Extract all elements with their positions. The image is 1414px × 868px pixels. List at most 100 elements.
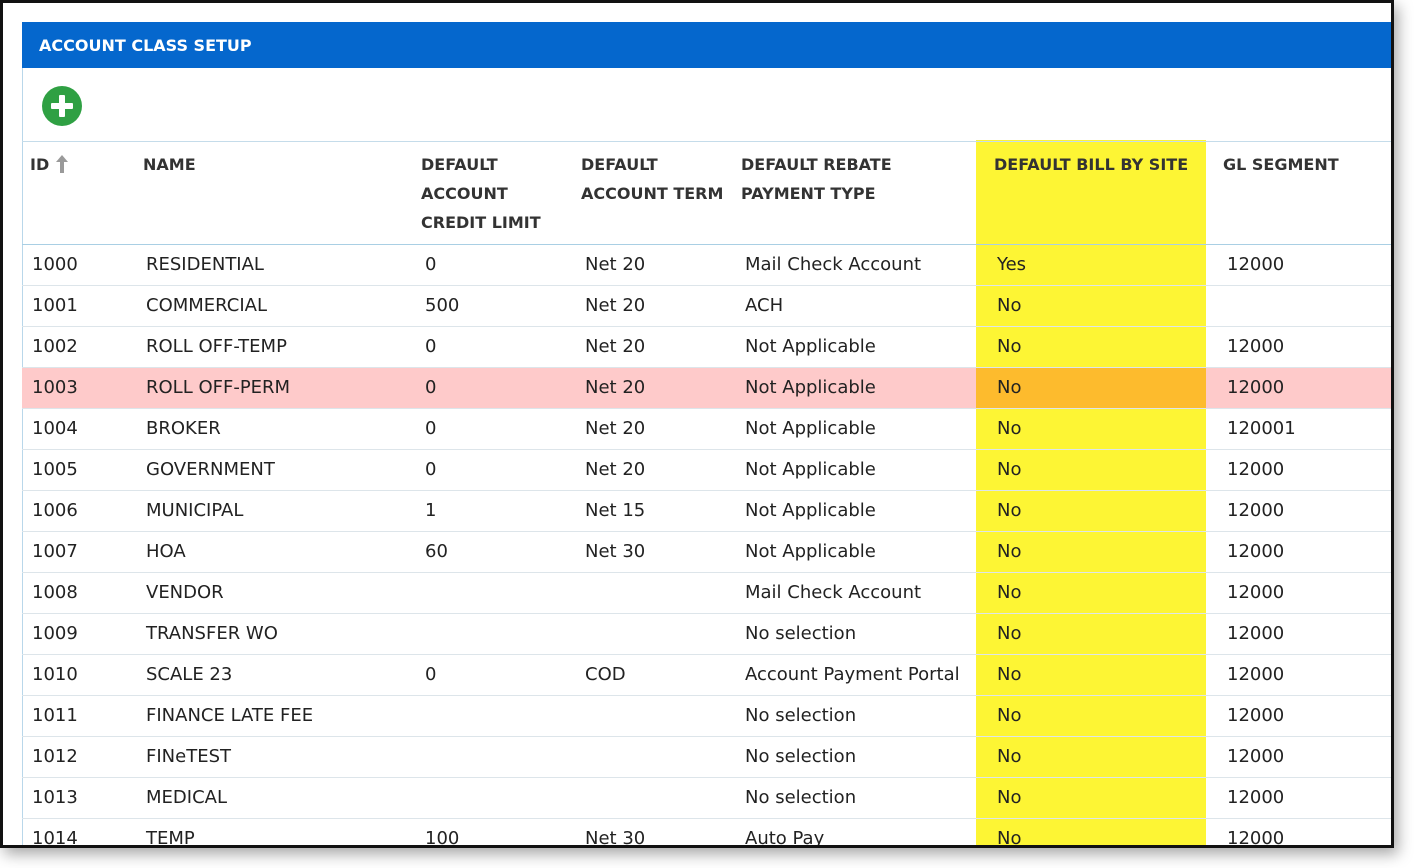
row-divider: [22, 613, 1391, 614]
table-cell: TEMP: [146, 828, 195, 848]
column-header[interactable]: DEFAULT ACCOUNT TERM: [581, 155, 724, 203]
table-cell: Net 20: [585, 336, 646, 357]
table-cell: 0: [425, 664, 437, 685]
table-cell: 12000: [1227, 336, 1285, 357]
table-cell: No: [997, 623, 1022, 644]
row-divider: [22, 736, 1391, 737]
row-divider: [22, 572, 1391, 573]
table-cell: 0: [425, 254, 437, 275]
table-cell: 12000: [1227, 254, 1285, 275]
table-cell: Net 20: [585, 254, 646, 275]
table-cell: 1003: [32, 377, 78, 398]
table-cell: 1: [425, 500, 437, 521]
table-cell: 12000: [1227, 541, 1285, 562]
sort-arrow[interactable]: [55, 154, 69, 174]
table-cell: 1012: [32, 746, 78, 767]
table-cell: TRANSFER WO: [146, 623, 278, 644]
row-divider: [22, 654, 1391, 655]
table-cell: No: [997, 541, 1022, 562]
table-cell: 1004: [32, 418, 78, 439]
table-cell: MEDICAL: [146, 787, 227, 808]
table-cell: ROLL OFF-PERM: [146, 377, 291, 398]
column-header[interactable]: DEFAULT REBATE PAYMENT TYPE: [741, 155, 892, 203]
table-cell: 0: [425, 418, 437, 439]
table-cell: No: [997, 295, 1022, 316]
table-cell: 60: [425, 541, 448, 562]
table-cell: SCALE 23: [146, 664, 233, 685]
table-cell: 0: [425, 336, 437, 357]
table-cell: 0: [425, 459, 437, 480]
table-cell: MUNICIPAL: [146, 500, 244, 521]
table-cell: 1008: [32, 582, 78, 603]
table-cell: 12000: [1227, 582, 1285, 603]
table-cell: Net 20: [585, 418, 646, 439]
table-cell: No: [997, 500, 1022, 521]
row-divider: [22, 285, 1391, 286]
table-cell: 100: [425, 828, 460, 848]
table-cell: FINANCE LATE FEE: [146, 705, 314, 726]
table-cell: No: [997, 418, 1022, 439]
table-cell: No: [997, 664, 1022, 685]
table-cell: ROLL OFF-TEMP: [146, 336, 287, 357]
table-cell: Not Applicable: [745, 500, 876, 521]
table-cell: No: [997, 582, 1022, 603]
table-cell: 12000: [1227, 377, 1285, 398]
table-cell: Net 15: [585, 500, 646, 521]
table-cell: Auto Pay: [745, 828, 825, 848]
add-button[interactable]: [40, 84, 84, 128]
row-divider: [22, 408, 1391, 409]
table-cell: 12000: [1227, 828, 1285, 848]
table-cell: Mail Check Account: [745, 582, 922, 603]
table-cell: No selection: [745, 705, 857, 726]
row-divider: [22, 490, 1391, 491]
table-cell: Account Payment Portal: [745, 664, 960, 685]
table-cell: No: [997, 459, 1022, 480]
table-cell: Net 30: [585, 541, 646, 562]
table-cell: No: [997, 377, 1022, 398]
column-header[interactable]: DEFAULT ACCOUNT CREDIT LIMIT: [421, 155, 541, 232]
table-cell: 120001: [1227, 418, 1296, 439]
table-cell: 1009: [32, 623, 78, 644]
table-cell: 12000: [1227, 705, 1285, 726]
table-cell: 1001: [32, 295, 78, 316]
table-cell: 1011: [32, 705, 78, 726]
table-cell: 0: [425, 377, 437, 398]
table-cell: COMMERCIAL: [146, 295, 267, 316]
column-header[interactable]: GL SEGMENT: [1223, 155, 1339, 174]
table-cell: 1002: [32, 336, 78, 357]
table-cell: 1007: [32, 541, 78, 562]
table-cell: 1010: [32, 664, 78, 685]
table-cell: Not Applicable: [745, 541, 876, 562]
table-cell: Yes: [997, 254, 1027, 275]
table-cell: No: [997, 828, 1022, 848]
header-divider: [22, 244, 1391, 245]
table-cell: GOVERNMENT: [146, 459, 275, 480]
table-cell: No: [997, 746, 1022, 767]
column-header[interactable]: NAME: [143, 155, 196, 174]
table-cell: Net 20: [585, 459, 646, 480]
table-cell: No selection: [745, 623, 857, 644]
table-cell: RESIDENTIAL: [146, 254, 264, 275]
screenshot-frame: ACCOUNT CLASS SETUP ID NAME DEFAULT ACCOUN…: [0, 0, 1394, 848]
row-divider: [22, 326, 1391, 327]
table-cell: No selection: [745, 746, 857, 767]
table-cell: 12000: [1227, 500, 1285, 521]
column-highlight: [976, 140, 1206, 845]
table-cell: No: [997, 705, 1022, 726]
table-cell: Not Applicable: [745, 418, 876, 439]
table-cell: No: [997, 787, 1022, 808]
table-cell: 12000: [1227, 459, 1285, 480]
table-cell: HOA: [146, 541, 186, 562]
page-title: ACCOUNT CLASS SETUP: [39, 36, 252, 55]
column-header[interactable]: DEFAULT BILL BY SITE: [994, 155, 1189, 174]
column-header[interactable]: ID: [30, 155, 50, 174]
table-cell: 12000: [1227, 746, 1285, 767]
table-cell: No: [997, 336, 1022, 357]
data-table: ID NAME DEFAULT ACCOUNT CREDIT LIMIT DEFAUL…: [3, 3, 1391, 848]
table-cell: Net 20: [585, 377, 646, 398]
table-cell: Not Applicable: [745, 336, 876, 357]
table-cell: Net 20: [585, 295, 646, 316]
table-cell: VENDOR: [146, 582, 224, 603]
table-cell: 12000: [1227, 787, 1285, 808]
title-bar: ACCOUNT CLASS SETUP: [22, 22, 1391, 68]
